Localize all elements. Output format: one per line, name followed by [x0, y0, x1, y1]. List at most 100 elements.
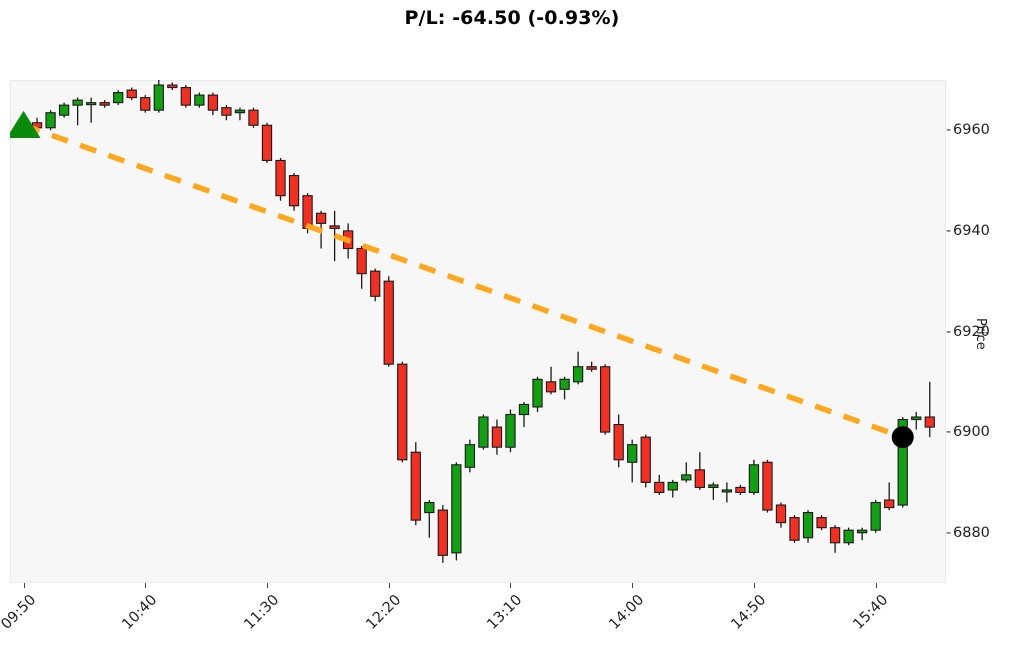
candle-body	[113, 92, 124, 104]
candle-body	[843, 529, 854, 544]
candle-body	[802, 512, 814, 539]
y-tick-mark: -	[946, 222, 952, 239]
x-tick-mark	[388, 583, 390, 588]
trade-connector-line	[22, 122, 904, 440]
candle-body	[748, 464, 760, 494]
candle-body	[654, 481, 665, 494]
candle-body	[464, 444, 476, 468]
candle-body	[72, 99, 83, 106]
candle-body	[599, 366, 611, 433]
y-tick-label: 6880	[953, 524, 990, 541]
candle-body	[99, 102, 110, 106]
candle-body	[315, 212, 327, 224]
y-axis-tick: -6880	[946, 525, 990, 541]
y-tick-mark: -	[946, 524, 952, 541]
candle-body	[681, 474, 692, 481]
candle-body	[424, 501, 435, 514]
candle-body	[261, 124, 273, 162]
candle-body	[775, 504, 787, 524]
candle-body	[856, 529, 868, 534]
candle-body	[572, 366, 584, 383]
y-axis-tick: -6900	[946, 424, 990, 440]
candle-body	[153, 84, 164, 111]
candle-body	[126, 89, 137, 99]
y-axis-tick: -6920	[946, 324, 990, 340]
plot-area	[10, 80, 946, 583]
x-tick-label: 10:40	[119, 592, 161, 633]
x-tick-label: 15:40	[850, 592, 891, 633]
x-tick-mark	[266, 583, 268, 588]
y-tick-label: 6960	[953, 122, 990, 139]
candle-body	[924, 416, 935, 428]
candle-body	[708, 484, 719, 488]
y-tick-label: 6940	[953, 222, 990, 239]
candle-body	[248, 109, 259, 126]
x-tick-label: 13:10	[484, 592, 526, 633]
candle-body	[762, 461, 773, 511]
candle-body	[207, 94, 219, 111]
entry-marker-triangle-icon	[10, 110, 41, 139]
candle-body	[370, 270, 381, 297]
candle-body	[640, 436, 651, 483]
candlestick-svg	[10, 80, 935, 563]
x-tick-label: 09:50	[0, 592, 39, 633]
candle-body	[478, 416, 489, 448]
candle-body	[167, 84, 178, 89]
candle-body	[194, 94, 205, 106]
x-axis: 09:50 10:40 11:30 12:20 13:10 14:00 14:50 15:40	[0, 583, 1024, 656]
x-tick-label: 14:00	[606, 592, 648, 633]
y-tick-label: 6920	[953, 323, 990, 340]
candle-body	[816, 517, 827, 529]
candle-body	[234, 109, 246, 114]
candle-body	[667, 481, 678, 491]
candle-body	[870, 501, 881, 531]
candle-body	[451, 464, 462, 554]
candle-body	[721, 489, 733, 493]
candle-body	[58, 104, 70, 116]
candle-body	[559, 378, 570, 390]
candle-body	[911, 416, 922, 421]
x-tick-mark	[875, 583, 877, 588]
candle-body	[829, 527, 841, 544]
x-tick-mark	[753, 583, 755, 588]
x-tick-label: 11:30	[241, 592, 283, 633]
candle-body	[437, 509, 448, 556]
y-tick-mark: -	[946, 323, 952, 340]
x-tick-mark	[632, 583, 634, 588]
x-tick-mark	[510, 583, 512, 588]
exit-marker-circle-icon	[891, 426, 914, 449]
x-tick-label: 14:50	[728, 592, 770, 633]
candle-body	[329, 225, 340, 229]
candle-body	[613, 424, 624, 461]
candle-body	[86, 102, 97, 106]
candle-body	[491, 426, 503, 448]
y-axis: -6960-6940-6920-6900-6880	[946, 80, 1016, 583]
y-axis-tick: -6960	[946, 122, 990, 138]
candle-body	[221, 107, 232, 116]
y-tick-mark: -	[946, 424, 952, 441]
candle-body	[356, 247, 367, 275]
candle-body	[789, 517, 800, 541]
candle-body	[884, 499, 895, 509]
candle-body	[897, 418, 908, 506]
candle-body	[180, 86, 191, 106]
candle-body	[288, 175, 300, 207]
candle-body	[410, 451, 421, 521]
page-title: P/L: -64.50 (-0.93%)	[404, 7, 620, 29]
candle-body	[627, 444, 638, 463]
candle-body	[505, 413, 516, 448]
y-axis-tick: -6940	[946, 223, 990, 239]
x-tick-label: 12:20	[363, 592, 405, 633]
y-tick-mark: -	[946, 122, 952, 139]
candle-body	[518, 403, 530, 416]
candle-body	[45, 112, 56, 129]
candle-body	[397, 363, 408, 461]
candle-body	[735, 486, 746, 494]
candle-body	[275, 159, 286, 197]
y-tick-label: 6900	[953, 424, 990, 441]
candle-body	[694, 469, 705, 488]
candle-body	[545, 381, 557, 393]
y-axis-label: Price	[973, 318, 988, 350]
candle-body	[383, 280, 394, 365]
